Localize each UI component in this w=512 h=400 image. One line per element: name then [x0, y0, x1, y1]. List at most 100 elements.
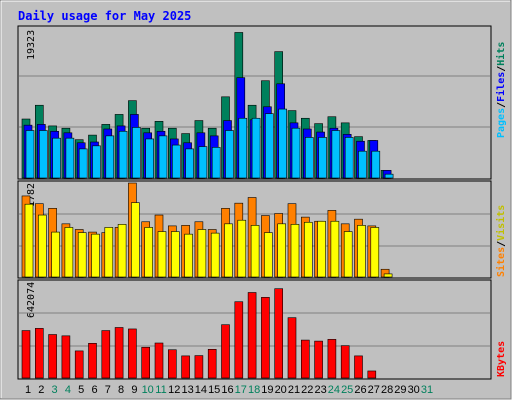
- legend-pages: Pages: [496, 108, 507, 138]
- bar-pages-day-10: [145, 138, 154, 179]
- day-label-26: 26: [354, 384, 366, 396]
- legend-sep-3: /: [496, 241, 507, 247]
- bar-pages-day-28: [384, 173, 394, 179]
- ymax-label-kbytes: 642074: [26, 282, 37, 318]
- bar-sites-day-23: [317, 220, 326, 278]
- bar-pages-day-15: [211, 147, 221, 179]
- legend-files: Files: [495, 72, 507, 102]
- svg-text:Sites/Visits: Sites/Visits: [495, 205, 507, 277]
- bar-pages-day-9: [132, 127, 141, 179]
- legend-kbytes-label: KBytes: [496, 341, 507, 377]
- day-label-2: 2: [38, 384, 44, 396]
- bar-pages-day-11: [158, 135, 168, 179]
- bar-pages-day-17: [238, 117, 248, 179]
- bar-kbytes-day-9: [128, 328, 137, 379]
- legend-hits-label: Hits: [495, 42, 507, 66]
- bar-pages-day-5: [78, 148, 88, 179]
- day-label-19: 19: [261, 384, 273, 396]
- bar-sites-day-14: [197, 229, 207, 278]
- bar-pages-day-18: [251, 117, 261, 179]
- ymax-label-hits: 19323: [26, 30, 37, 60]
- bar-pages-day-13: [185, 148, 194, 179]
- day-label-13: 13: [181, 384, 193, 396]
- day-label-28: 28: [381, 384, 393, 396]
- bar-sites-day-24: [330, 220, 340, 278]
- bar-sites-day-6: [91, 233, 100, 278]
- bar-sites-day-20: [277, 223, 287, 278]
- bar-kbytes-day-14: [194, 355, 204, 379]
- legend-sep-1: /: [496, 102, 507, 108]
- bar-kbytes-day-19: [261, 297, 270, 379]
- bar-pages-day-7: [105, 135, 115, 179]
- day-label-30: 30: [408, 384, 420, 396]
- bar-pages-day-27: [371, 150, 381, 179]
- bar-sites-day-7: [104, 227, 114, 278]
- bar-kbytes-day-5: [74, 350, 84, 379]
- day-label-7: 7: [105, 384, 111, 396]
- day-labels: 1 2 3 4 5 6 7 8 9 10 11 12 13 14 15 16 17 18 19 20 21 22 23 24 2…: [25, 384, 433, 396]
- bar-kbytes-day-26: [354, 355, 363, 379]
- bar-pages-day-3: [52, 137, 61, 179]
- chart-bars: [19, 32, 490, 379]
- bar-kbytes-day-13: [181, 355, 190, 379]
- bar-pages-day-25: [344, 137, 354, 179]
- bar-kbytes-day-4: [61, 335, 71, 379]
- bar-kbytes-day-25: [340, 345, 350, 379]
- bar-sites-day-16: [224, 223, 233, 278]
- day-label-8: 8: [118, 384, 124, 396]
- svg-text:Pages/Files/Hits: Pages/Files/Hits: [495, 42, 507, 138]
- bar-sites-day-5: [77, 232, 87, 278]
- day-label-18: 18: [248, 384, 260, 396]
- legend-visits: Sites/Visits: [495, 205, 507, 277]
- day-label-24: 24: [328, 384, 340, 396]
- bar-kbytes-day-23: [314, 340, 323, 379]
- bar-sites-day-26: [357, 225, 366, 278]
- bar-kbytes-day-10: [141, 346, 150, 379]
- day-label-4: 4: [65, 384, 71, 396]
- day-label-14: 14: [195, 384, 207, 396]
- day-label-22: 22: [301, 384, 313, 396]
- day-label-29: 29: [394, 384, 406, 396]
- bar-pages-day-23: [318, 137, 327, 179]
- bar-pages-day-8: [118, 130, 128, 179]
- day-label-25: 25: [341, 384, 353, 396]
- day-label-20: 20: [275, 384, 287, 396]
- bar-pages-day-2: [38, 130, 48, 179]
- day-label-1: 1: [25, 384, 31, 396]
- bar-sites-day-12: [171, 231, 180, 278]
- day-label-9: 9: [131, 384, 137, 396]
- legend-sites: Sites: [495, 247, 507, 277]
- bar-sites-day-2: [37, 214, 47, 278]
- bar-sites-day-27: [370, 227, 380, 278]
- day-label-23: 23: [314, 384, 326, 396]
- bar-sites-day-4: [64, 227, 74, 278]
- bar-pages-day-1: [25, 130, 35, 179]
- bar-kbytes-day-6: [88, 343, 97, 379]
- chart-title: Daily usage for May 2025: [18, 9, 191, 23]
- bar-kbytes-day-22: [300, 339, 310, 379]
- bar-pages-day-20: [278, 108, 288, 179]
- bar-pages-day-12: [172, 144, 181, 179]
- bar-sites-day-13: [184, 233, 193, 278]
- bar-pages-day-21: [291, 127, 301, 179]
- bar-pages-day-24: [331, 130, 341, 179]
- bar-sites-day-15: [210, 232, 220, 278]
- bar-kbytes-day-15: [207, 349, 217, 379]
- bar-kbytes-day-11: [154, 342, 164, 379]
- bar-kbytes-day-2: [34, 328, 44, 379]
- bar-pages-day-16: [225, 130, 234, 179]
- bar-pages-day-6: [92, 145, 101, 179]
- bar-sites-day-22: [303, 221, 313, 278]
- legend-sep-2: /: [496, 66, 507, 72]
- bar-kbytes-day-24: [327, 339, 337, 379]
- bar-kbytes-day-17: [234, 301, 244, 379]
- day-label-6: 6: [91, 384, 97, 396]
- day-label-3: 3: [52, 384, 58, 396]
- day-label-27: 27: [368, 384, 380, 396]
- bar-kbytes-day-8: [114, 327, 124, 379]
- bar-sites-day-17: [237, 219, 247, 278]
- bar-sites-day-3: [51, 231, 60, 278]
- day-label-31: 31: [421, 384, 433, 396]
- bar-sites-day-21: [290, 224, 300, 278]
